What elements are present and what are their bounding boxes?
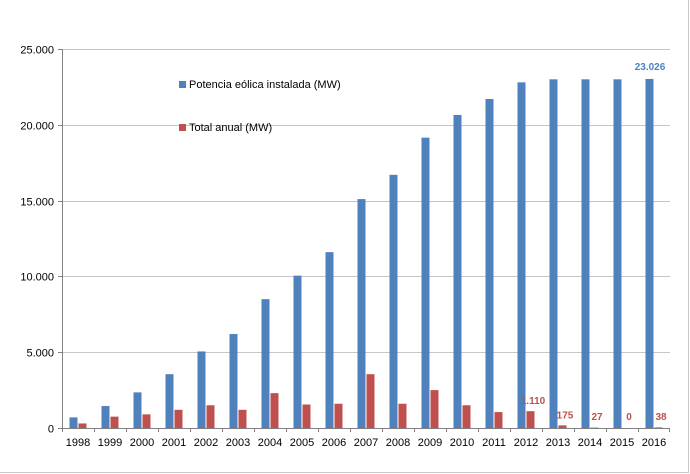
- x-tick-label: 2000: [130, 437, 154, 449]
- legend-swatch-total: [179, 124, 186, 131]
- x-tick-label: 2016: [642, 437, 666, 449]
- legend-label-potencia: Potencia eólica instalada (MW): [189, 79, 341, 91]
- bar-potencia-2016: [645, 78, 654, 428]
- bar-potencia-2005: [293, 275, 302, 428]
- bar-potencia-1999: [101, 406, 110, 428]
- x-tick-label: 2005: [290, 437, 314, 449]
- bar-total-2000: [142, 414, 151, 428]
- axes: [62, 49, 670, 432]
- bar-total-2003: [238, 409, 247, 428]
- x-tick-labels: 1998 1999 2000 2001 2002 2003 2004 2005 2006 2007…: [66, 437, 666, 449]
- x-tick-label: 2015: [610, 437, 634, 449]
- x-tick-label: 1998: [66, 437, 90, 449]
- data-label-total: 1.110: [521, 396, 546, 407]
- bar-potencia-2014: [581, 79, 590, 428]
- bar-total-2009: [430, 390, 439, 428]
- x-tick-label: 2007: [354, 437, 378, 449]
- data-label-total: 175: [557, 410, 574, 421]
- data-label-total: 27: [591, 412, 603, 423]
- x-tick-label: 2012: [514, 437, 538, 449]
- bars: [69, 78, 663, 429]
- bar-potencia-2001: [165, 374, 174, 428]
- y-tick-label: 10.000: [20, 272, 54, 284]
- bar-total-2001: [174, 409, 183, 428]
- bar-total-2002: [206, 405, 215, 428]
- bar-total-2004: [270, 393, 279, 428]
- bar-potencia-2008: [389, 174, 398, 428]
- bar-potencia-2003: [229, 334, 238, 428]
- bar-potencia-2015: [613, 79, 622, 428]
- bar-total-2005: [302, 404, 311, 428]
- x-tick-label: 2009: [418, 437, 442, 449]
- x-tick-label: 2001: [162, 437, 186, 449]
- bar-potencia-1998: [69, 417, 78, 428]
- x-tick-label: 2010: [450, 437, 474, 449]
- bar-total-1999: [110, 416, 119, 428]
- bar-potencia-2000: [133, 392, 142, 428]
- bar-potencia-2009: [421, 137, 430, 428]
- bar-total-1998: [78, 423, 87, 428]
- x-tick-label: 2014: [578, 437, 602, 449]
- bar-total-2008: [398, 403, 407, 428]
- x-tick-label: 2006: [322, 437, 346, 449]
- legend-swatch-potencia: [179, 81, 186, 88]
- x-tick-label: 2008: [386, 437, 410, 449]
- gridlines: [58, 49, 670, 429]
- x-tick-label: 2013: [546, 437, 570, 449]
- bar-total-2013: [558, 425, 567, 428]
- y-tick-label: 20.000: [20, 121, 54, 133]
- bar-potencia-2011: [485, 99, 494, 428]
- x-tick-label: 2004: [258, 437, 282, 449]
- legend: Potencia eólica instalada (MW) Total anu…: [179, 79, 341, 134]
- bar-potencia-2010: [453, 114, 462, 429]
- x-tick-label: 2003: [226, 437, 250, 449]
- bar-potencia-2012: [517, 82, 526, 429]
- bar-total-2010: [462, 405, 471, 428]
- y-tick-label: 15.000: [20, 197, 54, 209]
- y-tick-label: 0: [48, 424, 54, 436]
- x-tick-label: 1999: [98, 437, 122, 449]
- data-label-potencia: 23.026: [635, 62, 666, 73]
- bar-total-2011: [494, 412, 503, 428]
- bar-potencia-2004: [261, 299, 270, 428]
- bar-potencia-2002: [197, 351, 206, 428]
- bar-potencia-2007: [357, 199, 366, 428]
- bar-total-2007: [366, 374, 375, 428]
- bar-total-2006: [334, 403, 343, 428]
- legend-label-total: Total anual (MW): [189, 122, 272, 134]
- bar-total-2016: [654, 427, 663, 428]
- y-tick-label: 25.000: [20, 45, 54, 57]
- bar-potencia-2013: [549, 79, 558, 428]
- data-label-total: 38: [655, 412, 667, 423]
- x-tick-label: 2002: [194, 437, 218, 449]
- y-tick-labels: 0 5.000 10.000 15.000 20.000 25.000: [20, 45, 54, 436]
- data-labels: 23.026 1.110 175 27 0 38: [521, 62, 667, 423]
- bar-potencia-2006: [325, 252, 334, 428]
- y-tick-label: 5.000: [26, 348, 54, 360]
- x-tick-label: 2011: [482, 437, 506, 449]
- data-label-total: 0: [626, 412, 632, 423]
- bar-total-2012: [526, 411, 535, 428]
